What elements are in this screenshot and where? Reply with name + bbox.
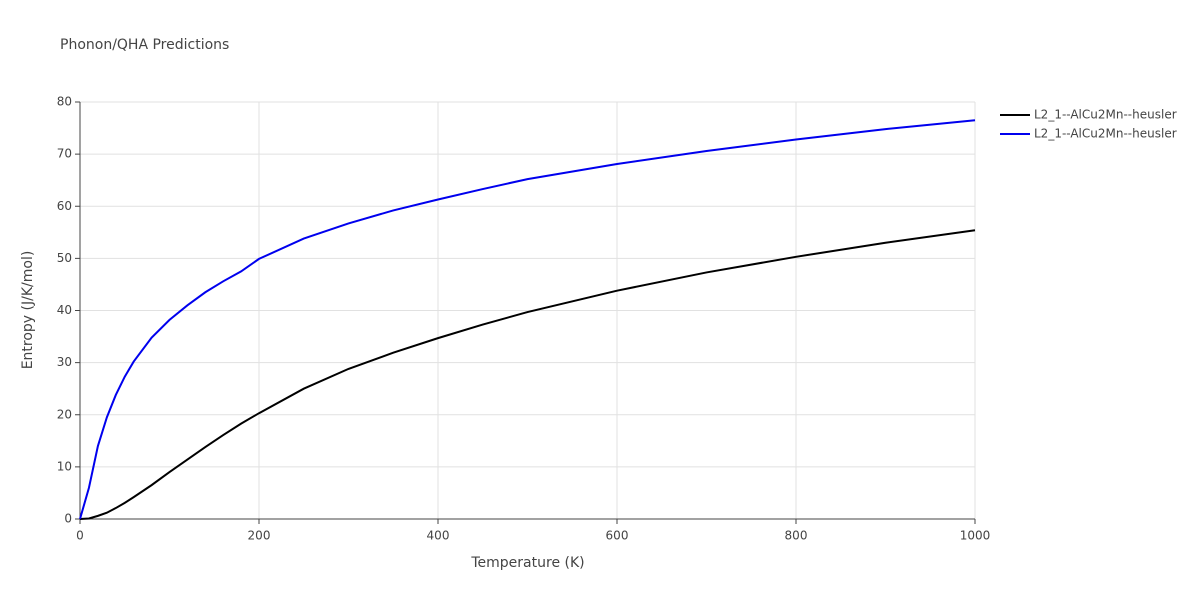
series-line bbox=[79, 119, 976, 520]
y-tick-label: 40 bbox=[57, 303, 72, 317]
x-axis-label: Temperature (K) bbox=[470, 555, 584, 571]
x-tick-label: 0 bbox=[76, 529, 84, 543]
y-tick-label: 20 bbox=[57, 407, 72, 421]
y-tick-label: 10 bbox=[57, 459, 72, 473]
x-tick-label: 1000 bbox=[960, 529, 991, 543]
y-tick-label: 70 bbox=[57, 147, 72, 161]
y-axis-label: Entropy (J/K/mol) bbox=[20, 251, 36, 370]
legend-label[interactable]: L2_1--AlCu2Mn--heusler bbox=[1034, 127, 1177, 141]
y-tick-label: 80 bbox=[57, 95, 72, 109]
x-tick-label: 200 bbox=[248, 529, 271, 543]
y-tick-label: 60 bbox=[57, 199, 72, 213]
x-tick-label: 600 bbox=[606, 529, 629, 543]
x-tick-label: 400 bbox=[427, 529, 450, 543]
y-tick-label: 30 bbox=[57, 355, 72, 369]
series-line bbox=[79, 229, 976, 520]
y-tick-label: 0 bbox=[64, 512, 72, 526]
chart-title: Phonon/QHA Predictions bbox=[60, 37, 229, 53]
x-tick-label: 800 bbox=[785, 529, 808, 543]
legend-label[interactable]: L2_1--AlCu2Mn--heusler bbox=[1034, 108, 1177, 122]
y-tick-label: 50 bbox=[57, 251, 72, 265]
